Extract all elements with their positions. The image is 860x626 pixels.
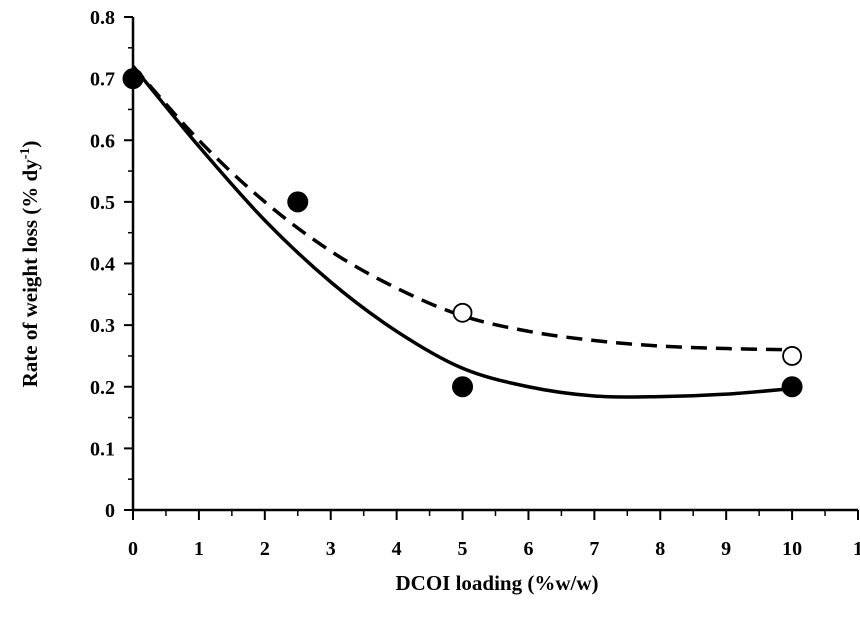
chart-axes: [131, 17, 858, 512]
trend-lines: [131, 65, 793, 399]
x-tick-label: 2: [260, 538, 270, 560]
y-tick-label: 0.3: [90, 315, 115, 337]
open-data-point: [452, 302, 473, 323]
x-tick-label: 8: [655, 538, 665, 560]
y-tick-label: 0.4: [90, 254, 115, 276]
filled-data-point: [287, 191, 309, 213]
y-tick-label: 0.7: [90, 69, 115, 91]
data-points: [122, 68, 803, 398]
x-tick-label: 1: [194, 538, 204, 560]
open-data-point: [782, 346, 802, 366]
filled-data-point: [452, 376, 474, 398]
x-tick-label: 10: [782, 538, 802, 560]
y-tick-label: 0.6: [90, 130, 115, 152]
y-tick-label: 0.5: [90, 192, 115, 214]
y-tick-label: 0: [105, 500, 115, 522]
x-tick-label: 9: [721, 538, 731, 560]
y-axis-title-main: Rate of weight loss (% dy: [18, 159, 42, 388]
y-axis-title-superscript: -1: [18, 148, 33, 160]
y-tick-label: 0.1: [90, 438, 115, 460]
filled-data-point: [781, 376, 803, 398]
y-tick-label: 0.8: [90, 7, 115, 29]
x-tick-label: 5: [458, 538, 468, 560]
x-tick-label: 6: [523, 538, 533, 560]
y-tick-label: 0.2: [90, 377, 115, 399]
y-axis-title-suffix: ): [18, 141, 42, 148]
x-tick-label: 0: [128, 538, 138, 560]
x-tick-label: 7: [589, 538, 599, 560]
x-tick-label: 1: [853, 538, 860, 560]
x-tick-label: 3: [326, 538, 336, 560]
x-axis-ticks: 0 1 2 3 4 5 6 7 8 9 10 1: [128, 510, 860, 560]
solid-trend-line: [131, 65, 793, 399]
y-axis-title: Rate of weight loss (% dy-1): [18, 141, 42, 388]
filled-data-point: [122, 68, 144, 90]
x-tick-label: 4: [392, 538, 402, 560]
y-axis-ticks: 0 0.1 0.2 0.3 0.4 0.5 0.6 0.7 0.8: [90, 7, 133, 522]
x-axis-title: DCOI loading (%w/w): [395, 571, 598, 595]
